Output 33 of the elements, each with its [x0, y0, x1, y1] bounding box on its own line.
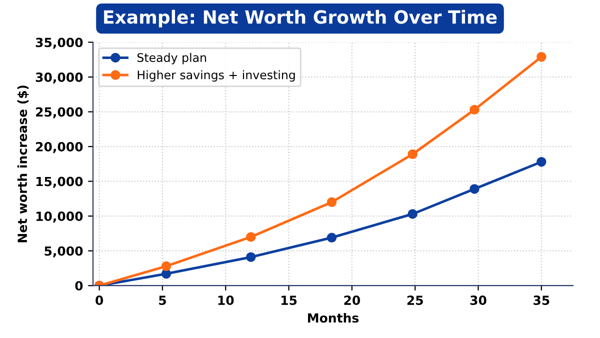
- point: [470, 104, 480, 115]
- x-tick-label: 30: [470, 296, 486, 306]
- legend-label: Higher savings + investing: [138, 70, 295, 82]
- y-axis-title: Net worth increase ($): [17, 86, 29, 242]
- y-tick-label: 30,000: [36, 72, 83, 84]
- y-tick-label: 5,000: [44, 246, 83, 258]
- x-tick-label: 0: [96, 296, 104, 306]
- x-tick-label: 15: [282, 296, 297, 306]
- chart-title: Example: Net Worth Growth Over Time: [104, 10, 497, 28]
- y-tick-label: 15,000: [36, 176, 83, 188]
- x-axis-title: Months: [308, 312, 359, 323]
- point: [246, 252, 256, 262]
- x-tick-label: 5: [159, 296, 166, 306]
- point: [408, 209, 418, 219]
- point: [470, 184, 480, 194]
- legend-label: Steady plan: [137, 52, 206, 64]
- point: [536, 156, 546, 167]
- point: [326, 197, 337, 208]
- x-tick-label: 20: [344, 296, 360, 306]
- x-tick-label: 35: [534, 296, 550, 306]
- x-tick-label: 25: [407, 296, 423, 306]
- y-tick-label: 10,000: [36, 212, 83, 223]
- point: [161, 261, 172, 272]
- point: [408, 149, 418, 160]
- point: [536, 52, 546, 62]
- y-tick-label: 25,000: [36, 107, 83, 118]
- y-tick-label: 0: [75, 281, 83, 291]
- point: [326, 232, 337, 242]
- point: [161, 268, 172, 279]
- x-tick-label: 10: [218, 296, 234, 306]
- y-tick-label: 20,000: [36, 142, 83, 154]
- y-tick-label: 35,000: [36, 38, 83, 49]
- point: [246, 232, 256, 242]
